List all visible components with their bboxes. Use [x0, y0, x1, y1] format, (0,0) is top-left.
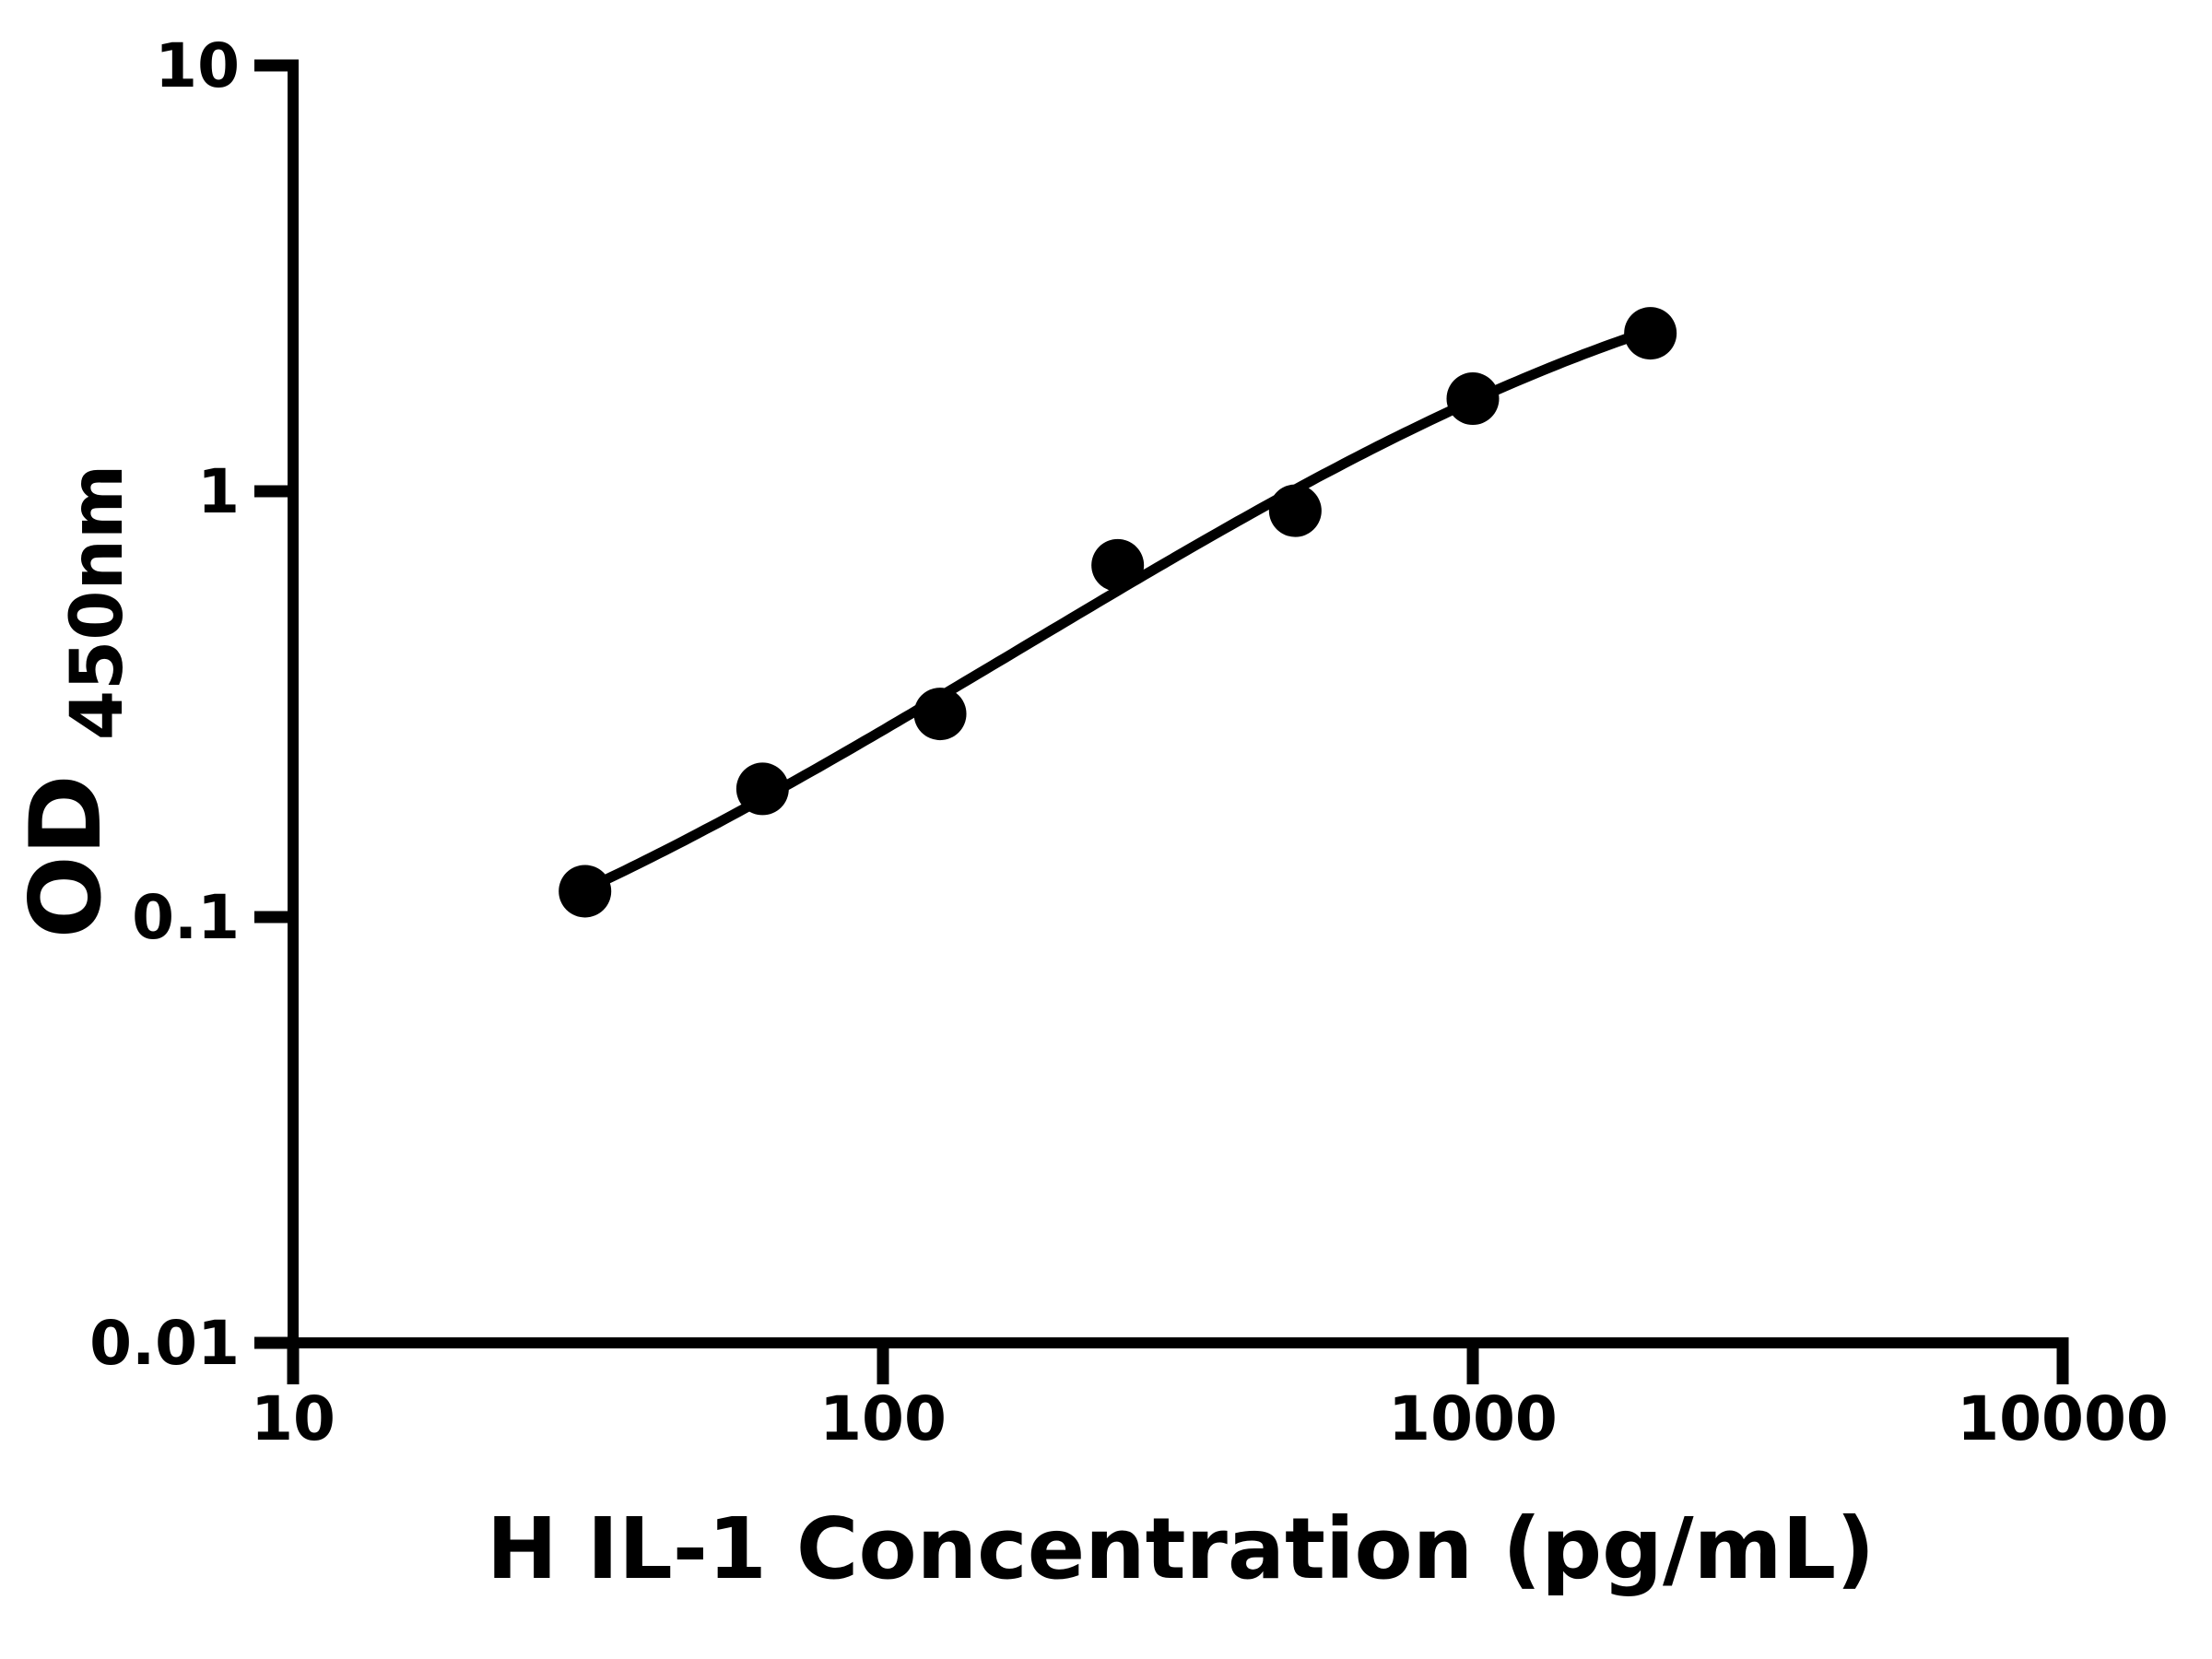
x-tick-label-1000: 1000	[1388, 1383, 1558, 1454]
data-point-125	[913, 688, 967, 741]
x-tick-label-10000: 10000	[1957, 1383, 2169, 1454]
y-tick-label-1: 1	[197, 456, 240, 527]
data-point-62.5	[735, 762, 789, 816]
y-tick-label-0.1: 0.1	[132, 882, 240, 953]
data-point-500	[1268, 484, 1322, 537]
y-axis-title-subscript: 450nm	[56, 465, 139, 741]
y-tick-label-10: 10	[155, 30, 240, 101]
data-point-250	[1091, 538, 1145, 592]
y-tick-label-0.01: 0.01	[89, 1308, 240, 1379]
data-point-1000	[1446, 372, 1500, 426]
y-axis-title-main: OD	[9, 774, 123, 938]
y-axis-title: OD 450nm	[9, 465, 139, 939]
x-axis-title: H IL-1 Concentration (pg/mL)	[487, 1500, 1875, 1598]
axes-layer	[254, 59, 2069, 1384]
data-points-layer	[559, 307, 1677, 918]
x-tick-label-10: 10	[251, 1383, 335, 1454]
x-tick-label-100: 100	[819, 1383, 947, 1454]
data-point-31.25	[559, 865, 612, 918]
data-point-2000	[1624, 307, 1677, 360]
